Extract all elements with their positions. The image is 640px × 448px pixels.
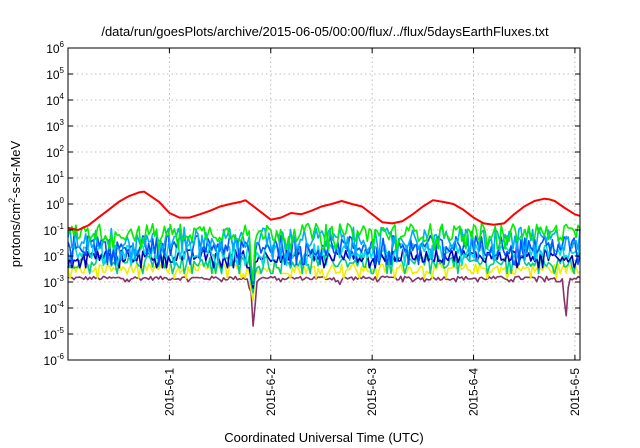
y-tick-label: 101 [46,170,64,186]
y-axis-label: protons/cm2-s-sr-MeV [7,140,23,267]
series-line [67,254,581,294]
axis-ticks: 10-6 10-5 10-4 10-3 10-2 10-1 100 101 102 103 104 1… [44,40,582,416]
series-line [67,275,581,327]
grid-lines [68,48,580,360]
x-tick-label: 2015-6-1 [162,368,176,416]
y-tick-label: 104 [46,92,64,108]
x-tick-label: 2015-6-5 [568,368,582,416]
x-tick-label: 2015-6-4 [467,368,481,416]
y-tick-label: 10-5 [44,326,65,342]
series-line [67,190,581,231]
chart-title: /data/run/goesPlots/archive/2015-06-05/0… [101,24,549,39]
series-line [67,222,581,282]
y-tick-label: 106 [46,40,64,56]
x-axis-label: Coordinated Universal Time (UTC) [224,430,423,445]
y-tick-label: 100 [46,196,64,212]
x-tick-label: 2015-6-3 [365,368,379,416]
y-tick-label: 10-2 [44,248,65,264]
y-tick-label: 103 [46,118,64,134]
y-tick-label: 105 [46,66,64,82]
series-line [67,262,581,302]
x-tick-label: 2015-6-2 [264,368,278,416]
y-tick-label: 10-3 [44,274,65,290]
data-series [67,190,581,327]
y-tick-label: 10-4 [44,300,65,316]
y-tick-label: 102 [46,144,64,160]
y-tick-label: 10-6 [44,352,65,368]
y-tick-label: 10-1 [44,222,65,238]
